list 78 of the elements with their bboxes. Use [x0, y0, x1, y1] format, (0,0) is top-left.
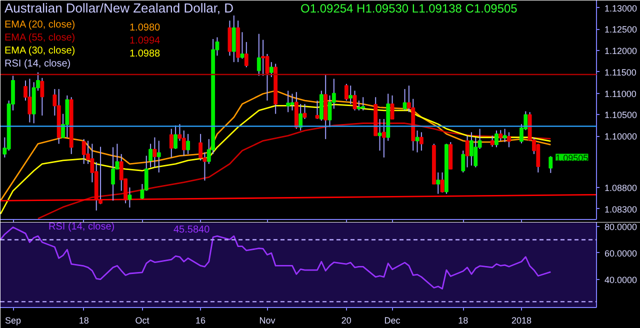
candlestick — [128, 186, 132, 208]
candlestick — [186, 133, 190, 155]
candlestick — [174, 124, 178, 150]
y-tick-label: 1.08800 — [604, 182, 638, 193]
candlestick — [228, 20, 232, 56]
y-tick-label: 60.0000 — [604, 248, 638, 258]
candlestick — [494, 130, 498, 148]
candlestick — [502, 128, 507, 143]
text: EMA (20, close) — [4, 20, 76, 30]
x-tick-label: 20 — [341, 316, 352, 326]
y-tick-label: 1.11500 — [604, 67, 636, 78]
annotation: 1.0980 — [130, 22, 161, 34]
y-tick-label: 1.10000 — [604, 132, 638, 142]
y-tick-label: 40.0000 — [604, 274, 638, 285]
x-tick-label: Dec — [384, 316, 401, 326]
candlestick — [390, 94, 394, 120]
candlestick — [269, 62, 274, 78]
chart-subtitle: O1.09254 H1.09530 L1.09138 C1.09505 — [300, 2, 518, 16]
candlestick — [244, 41, 248, 68]
candlestick — [344, 83, 348, 102]
candlestick — [507, 132, 511, 148]
line-series — [0, 90, 552, 202]
candlestick — [182, 130, 186, 156]
x-tick-label: Nov — [259, 316, 276, 326]
candlestick — [419, 132, 424, 152]
x-tick-label: 2018 — [511, 316, 532, 326]
annotation: 45.5840 — [174, 224, 210, 236]
candlestick — [156, 140, 161, 173]
y-tick-label: 1.12500 — [604, 24, 638, 35]
candlestick — [436, 172, 440, 194]
candlestick — [402, 88, 407, 111]
candlestick — [470, 132, 474, 166]
candlestick — [440, 172, 444, 194]
annotation: 1.0994 — [130, 36, 161, 46]
candlestick — [256, 33, 261, 76]
y-tick-label: 1.10500 — [604, 110, 638, 120]
candlestick — [382, 118, 386, 158]
annotation: 1.09505 — [556, 152, 588, 163]
y-tick-label: 1.11000 — [604, 88, 636, 99]
candlestick — [348, 85, 353, 105]
candlestick — [286, 90, 290, 113]
candlestick — [298, 104, 303, 132]
candlestick — [111, 146, 115, 202]
x-tick-label: 16 — [196, 316, 206, 326]
candlestick — [82, 138, 86, 164]
candlestick — [265, 53, 270, 102]
candlestick — [169, 128, 174, 158]
candlestick — [461, 150, 466, 173]
series-label: RSI (14, close) — [48, 222, 115, 232]
candlestick — [28, 78, 32, 123]
x-tick-label: 18 — [458, 316, 468, 326]
text: EMA (30, close) — [4, 46, 76, 56]
candlestick — [415, 130, 420, 153]
candlestick — [548, 156, 553, 174]
text: EMA (55, close) — [4, 32, 76, 44]
y-tick-label: 1.08300 — [604, 204, 638, 214]
candlestick — [498, 130, 503, 142]
candlestick — [465, 135, 470, 168]
x-tick-label: Oct — [135, 316, 150, 326]
candlestick — [240, 32, 244, 60]
annotation: 1.0988 — [130, 48, 161, 60]
candlestick — [290, 93, 294, 111]
annotation: RSI (14, close) — [4, 58, 71, 70]
line-series — [37, 122, 552, 220]
candlestick — [315, 100, 320, 120]
candlestick — [328, 94, 332, 128]
candlestick — [361, 96, 366, 111]
chart-title: Australian Dollar/New Zealand Dollar, D — [4, 0, 234, 16]
y-tick-label: 80.0000 — [604, 222, 638, 232]
x-tick-label: Sep — [4, 316, 22, 326]
candlestick — [232, 14, 236, 63]
x-tick-label: 18 — [78, 316, 89, 326]
candlestick — [302, 104, 307, 120]
candlestick — [490, 135, 494, 148]
candlestick — [356, 100, 361, 111]
y-tick-label: 1.12000 — [604, 46, 638, 56]
candlestick — [378, 118, 382, 152]
y-tick-label: 1.13000 — [604, 3, 638, 14]
